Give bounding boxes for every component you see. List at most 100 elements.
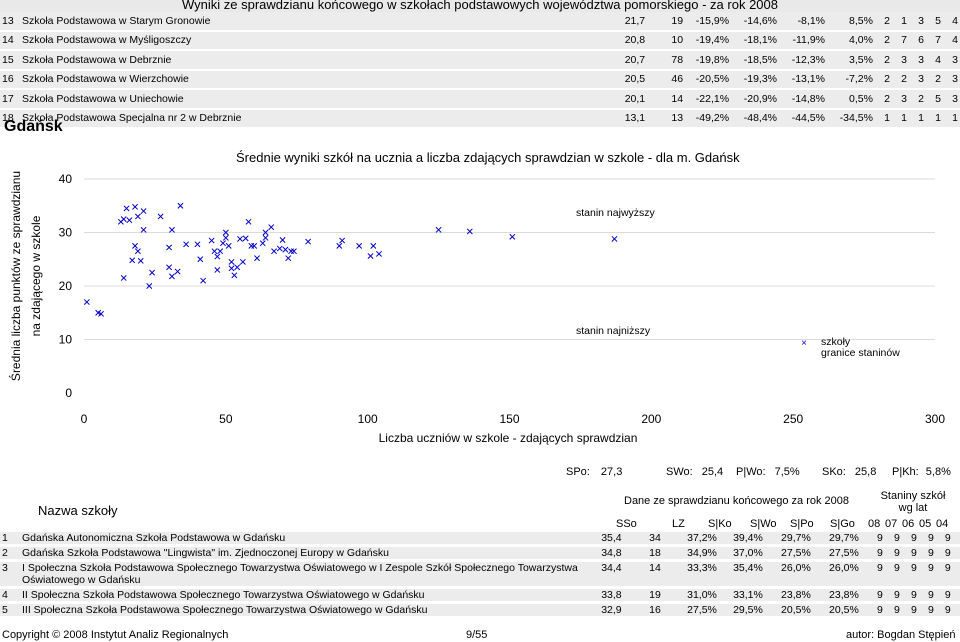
cell-stanine: 2: [874, 69, 892, 90]
table-row: 15 Szkoła Podstawowa w Debrznie 20,7 78 -19,…: [0, 50, 960, 71]
data-point: [225, 242, 232, 249]
x-tick-label: 0: [81, 412, 88, 426]
cell-stanine: 9: [891, 560, 909, 589]
cell-stanine: 9: [925, 545, 943, 562]
cell-name: I Społeczna Szkoła Podstawowa Społeczneg…: [19, 560, 600, 589]
cell-a: 13,1: [599, 108, 648, 129]
cell-stanine: 3: [942, 69, 960, 90]
cell-stanine: 5: [925, 12, 943, 32]
cell-f: 4,0%: [827, 30, 875, 51]
cell-d: -48,4%: [731, 108, 780, 129]
cell-b: 18: [647, 545, 686, 562]
cell-stanine: 9: [891, 545, 909, 562]
table-row: 17 Szkoła Podstawowa w Uniechowie 20,1 14 -2…: [0, 89, 960, 110]
stat-spo: SPo: 27,3: [566, 466, 623, 478]
chart-legend: × szkoły granice staninów: [801, 336, 900, 359]
cell-stanine: 9: [942, 560, 960, 589]
cell-stanine: 9: [891, 587, 909, 604]
top-school-table: 13 Szkoła Podstawowa w Starym Gronowie 21,…: [0, 12, 960, 129]
data-point: [262, 229, 269, 236]
data-point: [611, 235, 618, 242]
y-tick-label: 30: [59, 226, 73, 240]
cell-c: -19,8%: [685, 50, 732, 71]
data-point: [174, 268, 181, 275]
cell-a: 20,5: [599, 69, 648, 90]
cell-stanine: 4: [942, 30, 960, 51]
x-tick-label: 150: [499, 412, 519, 426]
cell-stanine: 9: [942, 587, 960, 604]
stat-pkh: P|Kh: 5,8%: [892, 466, 951, 478]
cell-d: -20,9%: [731, 89, 780, 110]
cell-stanine: 3: [942, 50, 960, 71]
data-point: [123, 205, 130, 212]
cell-stanine: 3: [908, 69, 926, 90]
cell-d: 39,4%: [731, 532, 780, 547]
column-header: SSo: [616, 518, 637, 530]
x-tick-label: 200: [641, 412, 661, 426]
cell-c: -20,5%: [685, 69, 732, 90]
cell-stanine: 9: [908, 602, 926, 619]
y-axis-label-line2: na zdającego w szkole: [29, 215, 43, 336]
cell-c: 33,3%: [685, 560, 732, 589]
stat-swo: SWo: 25,4: [666, 466, 724, 478]
cell-stanine: 9: [891, 602, 909, 619]
footer-page-number: 9/55: [466, 629, 488, 641]
cell-b: 14: [647, 89, 686, 110]
cell-no: 15: [0, 50, 20, 71]
cell-name: Szkoła Podstawowa w Starym Gronowie: [19, 12, 600, 32]
cell-stanine: 1: [891, 12, 909, 32]
data-point: [370, 242, 377, 249]
cell-stanine: 3: [908, 12, 926, 32]
data-point: [251, 242, 258, 249]
data-point: [435, 226, 442, 233]
cell-no: 2: [0, 545, 20, 562]
column-header: S|Go: [830, 518, 855, 530]
y-tick-label: 20: [59, 279, 73, 293]
year-header: 08: [868, 518, 881, 530]
data-point: [254, 255, 260, 262]
data-point: [194, 241, 201, 248]
cell-stanine: 9: [874, 587, 892, 604]
cell-stanine: 9: [874, 602, 892, 619]
data-point: [197, 256, 204, 263]
cell-stanine: 3: [891, 89, 909, 110]
cell-no: 14: [0, 30, 20, 51]
cell-stanine: 1: [908, 108, 926, 129]
cell-d: -14,6%: [731, 12, 780, 32]
data-point: [279, 237, 286, 243]
data-point: [214, 253, 221, 260]
cell-f: 27,5%: [827, 545, 875, 562]
footer-copyright: Copyright © 2008 Instytut Analiz Regiona…: [2, 629, 229, 641]
column-header-name: Nazwa szkoły: [38, 503, 118, 518]
cell-stanine: 7: [925, 30, 943, 51]
cell-stanine: 1: [891, 108, 909, 129]
cell-name: II Społeczna Szkoła Podstawowa Społeczne…: [19, 587, 600, 604]
stat-sko: SKo: 25,8: [822, 466, 877, 478]
data-point: [288, 248, 295, 255]
cell-f: 23,8%: [827, 587, 875, 604]
x-axis-label: Liczba uczniów w szkole - zdających spra…: [379, 431, 638, 445]
legend-label-schools: szkoły: [821, 336, 851, 348]
data-point: [183, 241, 190, 248]
cell-stanine: 3: [908, 50, 926, 71]
data-point: [168, 273, 175, 280]
data-point: [262, 234, 269, 241]
data-point: [282, 246, 289, 253]
cell-c: -15,9%: [685, 12, 732, 32]
year-header: 04: [936, 518, 949, 530]
x-tick-label: 250: [783, 412, 803, 426]
data-point: [157, 213, 164, 220]
data-point: [211, 248, 218, 255]
cell-f: 8,5%: [827, 12, 875, 32]
cell-stanine: 2: [925, 69, 943, 90]
cell-a: 20,7: [599, 50, 648, 71]
cell-stanine: 9: [874, 545, 892, 562]
data-point: [140, 208, 147, 215]
cell-d: -19,3%: [731, 69, 780, 90]
data-point: [271, 248, 278, 255]
cell-no: 18: [0, 108, 20, 129]
cell-no: 5: [0, 602, 20, 619]
column-group-data: Dane ze sprawdzianu końcowego za rok 200…: [624, 495, 850, 507]
cell-stanine: 3: [891, 50, 909, 71]
data-point: [242, 235, 249, 242]
